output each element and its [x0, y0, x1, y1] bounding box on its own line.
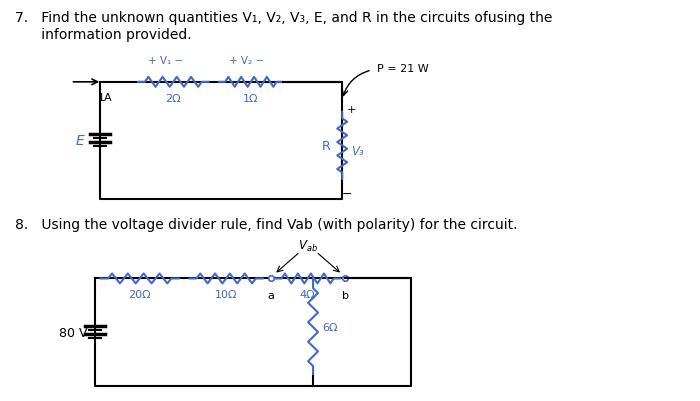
Text: b: b: [342, 291, 349, 301]
Text: 8.   Using the voltage divider rule, find Vab (with polarity) for the circuit.: 8. Using the voltage divider rule, find …: [15, 217, 518, 231]
Text: 1A: 1A: [98, 93, 113, 103]
Text: $V_{ab}$: $V_{ab}$: [298, 238, 318, 253]
Text: 10Ω: 10Ω: [215, 290, 237, 300]
Text: −: −: [342, 188, 352, 200]
Text: 1Ω: 1Ω: [243, 93, 258, 103]
Text: 80 V: 80 V: [59, 326, 88, 339]
Text: 2Ω: 2Ω: [165, 93, 181, 103]
Text: 7.   Find the unknown quantities V₁, V₂, V₃, E, and R in the circuits ofusing th: 7. Find the unknown quantities V₁, V₂, V…: [15, 11, 552, 25]
Text: R: R: [321, 140, 330, 152]
Text: 6Ω: 6Ω: [322, 322, 337, 332]
Text: 4Ω: 4Ω: [300, 290, 316, 300]
Text: a: a: [267, 291, 274, 301]
Text: P = 21 W: P = 21 W: [377, 64, 428, 74]
Text: V₃: V₃: [351, 144, 364, 158]
Text: E: E: [76, 134, 85, 148]
Text: + V₂ −: + V₂ −: [230, 56, 265, 66]
Text: 20Ω: 20Ω: [128, 290, 151, 300]
Text: +: +: [347, 104, 356, 114]
Text: information provided.: information provided.: [15, 28, 192, 42]
Text: + V₁ −: + V₁ −: [148, 56, 183, 66]
